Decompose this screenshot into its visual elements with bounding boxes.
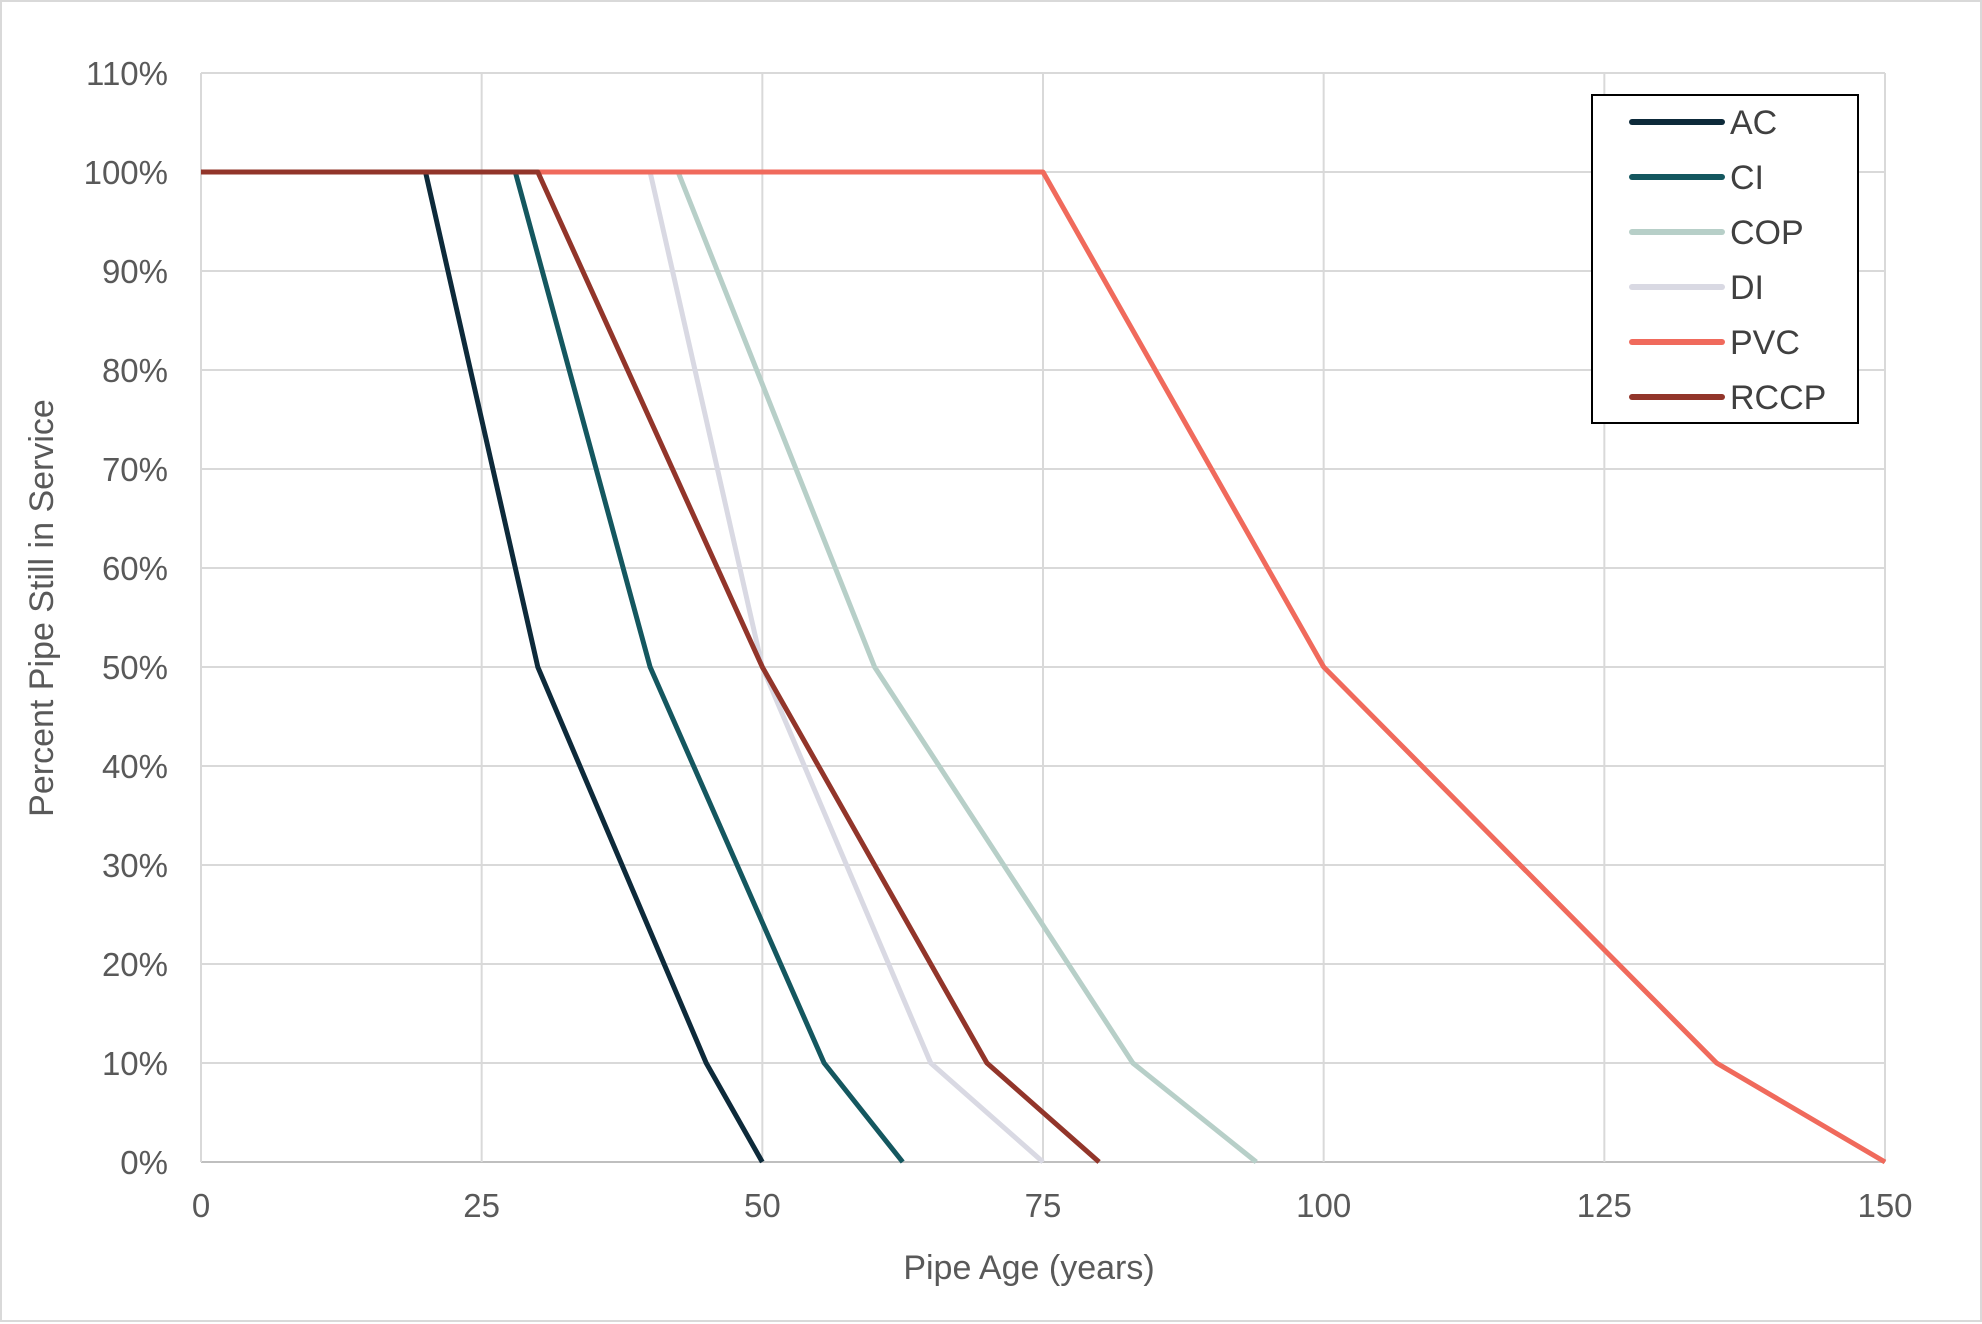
x-tick-label: 0 [192,1187,210,1224]
x-tick-label: 50 [744,1187,781,1224]
y-axis-ticks: 0% 10% 20% 30% 40% 50% 60% 70% 80% 90% 100% 110% [84,55,168,1181]
legend-label-cop: COP [1730,214,1804,252]
y-tick-label: 80% [102,352,168,389]
series-line-pvc [201,169,1887,1165]
x-axis-ticks: 0 25 50 75 100 125 150 [192,1187,1913,1224]
x-axis-title: Pipe Age (years) [903,1249,1154,1287]
y-tick-label: 20% [102,946,168,983]
y-tick-label: 0% [120,1144,168,1181]
legend-label-ac: AC [1730,104,1777,142]
y-tick-label: 40% [102,748,168,785]
legend-label-ci: CI [1730,159,1764,197]
legend-box [1591,94,1859,424]
x-tick-label: 25 [463,1187,500,1224]
legend-label-rccp: RCCP [1730,379,1826,417]
y-tick-label: 90% [102,253,168,290]
legend-label-di: DI [1730,269,1764,307]
y-axis-title: Percent Pipe Still in Service [23,399,61,817]
y-tick-label: 110% [86,55,168,92]
x-tick-label: 150 [1857,1187,1912,1224]
x-tick-label: 125 [1577,1187,1632,1224]
y-tick-label: 70% [102,451,168,488]
series-lines [201,169,1887,1165]
series-line-rccp [201,169,1101,1164]
legend-label-pvc: PVC [1730,324,1800,362]
y-tick-label: 30% [102,847,168,884]
y-tick-label: 50% [102,649,168,686]
y-tick-label: 100% [84,154,168,191]
y-tick-label: 60% [102,550,168,587]
x-tick-label: 100 [1296,1187,1351,1224]
x-tick-label: 75 [1025,1187,1062,1224]
y-tick-label: 10% [102,1045,168,1082]
legend: AC CI COP DI PVC RCCP [1591,94,1859,424]
